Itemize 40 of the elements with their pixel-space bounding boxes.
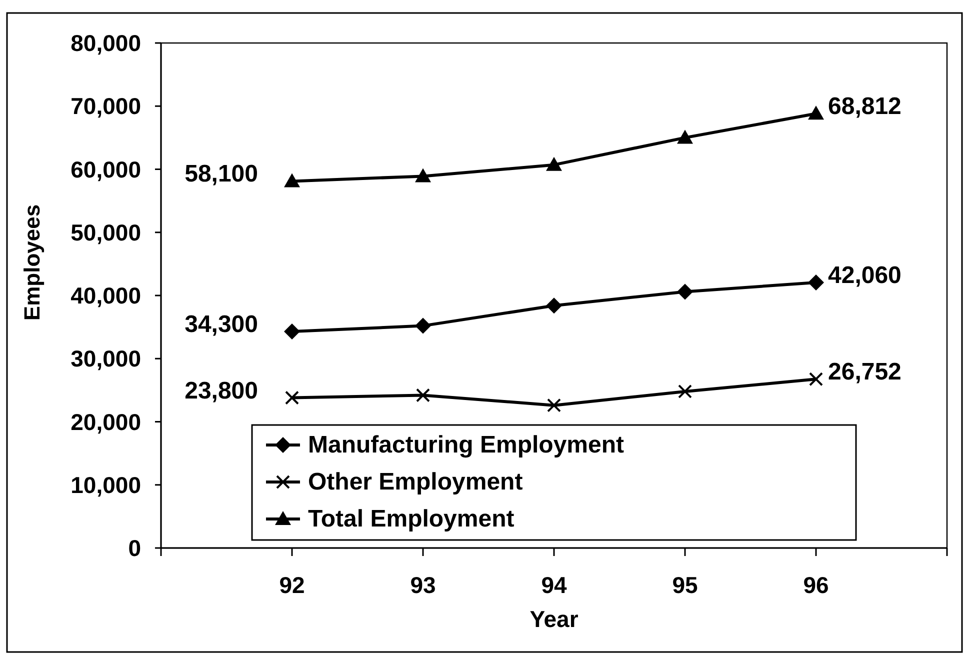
data-label: 34,300 — [184, 310, 258, 338]
y-tick-label: 50,000 — [70, 219, 141, 246]
legend-label: Other Employment — [308, 468, 523, 496]
y-tick-label: 30,000 — [70, 346, 141, 372]
legend-label: Manufacturing Employment — [308, 432, 624, 458]
data-label: 58,100 — [184, 160, 258, 188]
point — [284, 173, 300, 188]
point — [547, 398, 561, 412]
point — [546, 156, 562, 171]
point — [415, 318, 431, 334]
data-label: 26,752 — [828, 358, 902, 386]
x-axis-title: Year — [530, 606, 578, 632]
point — [677, 130, 693, 144]
data-label: 42,060 — [828, 262, 902, 289]
point — [546, 298, 562, 314]
x-tick-label: 95 — [672, 572, 698, 598]
y-tick-label: 0 — [128, 535, 141, 561]
y-tick-label: 80,000 — [70, 30, 141, 56]
y-tick-label: 40,000 — [70, 282, 141, 308]
x-tick-label: 96 — [803, 572, 829, 598]
point — [416, 388, 430, 402]
y-tick-label: 20,000 — [70, 408, 141, 435]
point — [809, 372, 823, 386]
point — [284, 323, 300, 340]
x-tick-label: 94 — [541, 572, 567, 598]
point — [808, 106, 824, 120]
point — [285, 390, 299, 405]
x-tick-label: 92 — [279, 572, 305, 598]
point — [808, 274, 824, 290]
y-axis-title: Employees — [20, 204, 44, 321]
point — [415, 168, 431, 182]
y-tick-label: 60,000 — [70, 156, 141, 182]
y-tick-label: 70,000 — [70, 93, 141, 120]
data-label: 23,800 — [184, 377, 258, 404]
legend-label: Total Employment — [308, 506, 514, 532]
point — [677, 284, 693, 300]
data-label: 68,812 — [828, 93, 902, 120]
x-tick-label: 93 — [410, 572, 436, 598]
point — [678, 384, 692, 398]
y-tick-label: 10,000 — [70, 472, 141, 498]
